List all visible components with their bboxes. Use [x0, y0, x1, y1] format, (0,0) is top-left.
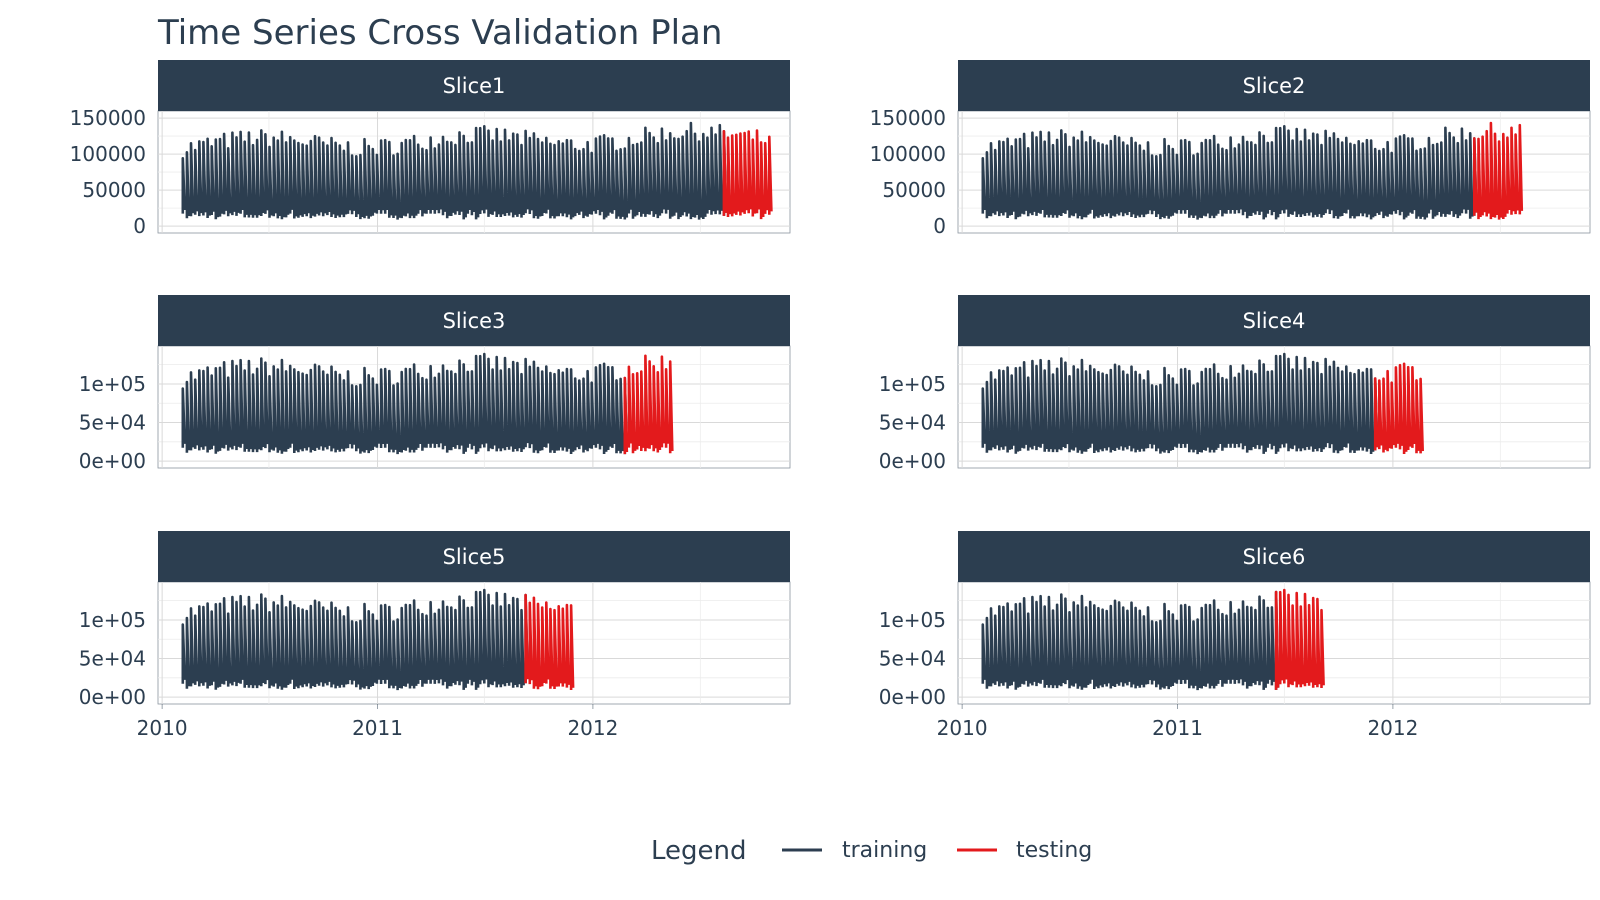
series-training: [181, 588, 529, 691]
y-tick-label: 1e+05: [879, 608, 946, 632]
strip-slice2: [958, 60, 1590, 111]
x-tick-label: 2010: [937, 716, 988, 740]
strip-label: Slice2: [1243, 74, 1306, 98]
series-training: [981, 352, 1379, 455]
y-tick-label: 5e+04: [879, 411, 946, 435]
y-tick-label: 150000: [870, 106, 946, 130]
legend: Legend training testing: [651, 836, 1092, 866]
y-tick-label: 0: [933, 214, 946, 238]
facet-slice6: Slice6 0e+00 5e+04 1e+05 2010 2011 2012: [879, 531, 1591, 740]
legend-label-testing: testing: [1016, 838, 1092, 863]
y-tick-label: 150000: [70, 106, 146, 130]
series-testing: [1373, 362, 1424, 454]
x-tick-label: 2012: [1367, 716, 1418, 740]
strip-label: Slice5: [443, 545, 506, 569]
series-training: [981, 125, 1478, 220]
legend-label-training: training: [842, 838, 927, 863]
strip-slice1: [158, 60, 790, 111]
y-tick-label: 5e+04: [79, 647, 146, 671]
strip-label: Slice3: [443, 309, 506, 333]
facet-panels: Slice1 0 50000 100000 150000 Slice2 0 50000 1000…: [70, 60, 1591, 740]
strip-label: Slice4: [1243, 309, 1306, 333]
y-tick-label: 0e+00: [879, 449, 946, 473]
strip-slice4: [958, 295, 1590, 346]
series-testing: [524, 593, 575, 690]
x-tick-label: 2012: [567, 716, 618, 740]
x-tick-label: 2011: [352, 716, 403, 740]
y-tick-label: 0: [133, 214, 146, 238]
strip-slice6: [958, 531, 1590, 582]
x-tick-label: 2011: [1152, 716, 1203, 740]
series-training: [181, 121, 728, 220]
series-testing: [1274, 588, 1325, 690]
strip-label: Slice1: [443, 74, 506, 98]
series-testing: [722, 129, 773, 220]
chart-title: Time Series Cross Validation Plan: [157, 13, 722, 53]
strip-label: Slice6: [1243, 545, 1306, 569]
y-tick-label: 1e+05: [879, 372, 946, 396]
y-tick-label: 0e+00: [79, 685, 146, 709]
facet-slice5: Slice5 0e+00 5e+04 1e+05 2010 2011 2012: [79, 531, 791, 740]
y-tick-label: 100000: [870, 142, 946, 166]
y-tick-label: 0e+00: [879, 685, 946, 709]
facet-slice1: Slice1 0 50000 100000 150000: [70, 60, 791, 238]
y-tick-label: 0e+00: [79, 449, 146, 473]
strip-slice3: [158, 295, 790, 346]
facet-slice2: Slice2 0 50000 100000 150000: [870, 60, 1591, 238]
y-tick-label: 1e+05: [79, 608, 146, 632]
facet-slice4: Slice4 0e+00 5e+04 1e+05: [879, 295, 1591, 473]
facet-slice3: Slice3 0e+00 5e+04 1e+05: [79, 295, 791, 473]
x-tick-label: 2010: [137, 716, 188, 740]
y-tick-label: 50000: [82, 178, 146, 202]
y-tick-label: 5e+04: [79, 411, 146, 435]
y-tick-label: 1e+05: [79, 372, 146, 396]
series-training: [181, 352, 629, 455]
y-tick-label: 100000: [70, 142, 146, 166]
strip-slice5: [158, 531, 790, 582]
y-tick-label: 50000: [882, 178, 946, 202]
series-testing: [1473, 121, 1524, 220]
legend-title: Legend: [651, 836, 747, 866]
y-tick-label: 5e+04: [879, 647, 946, 671]
series-testing: [623, 354, 674, 455]
series-training: [981, 590, 1280, 691]
